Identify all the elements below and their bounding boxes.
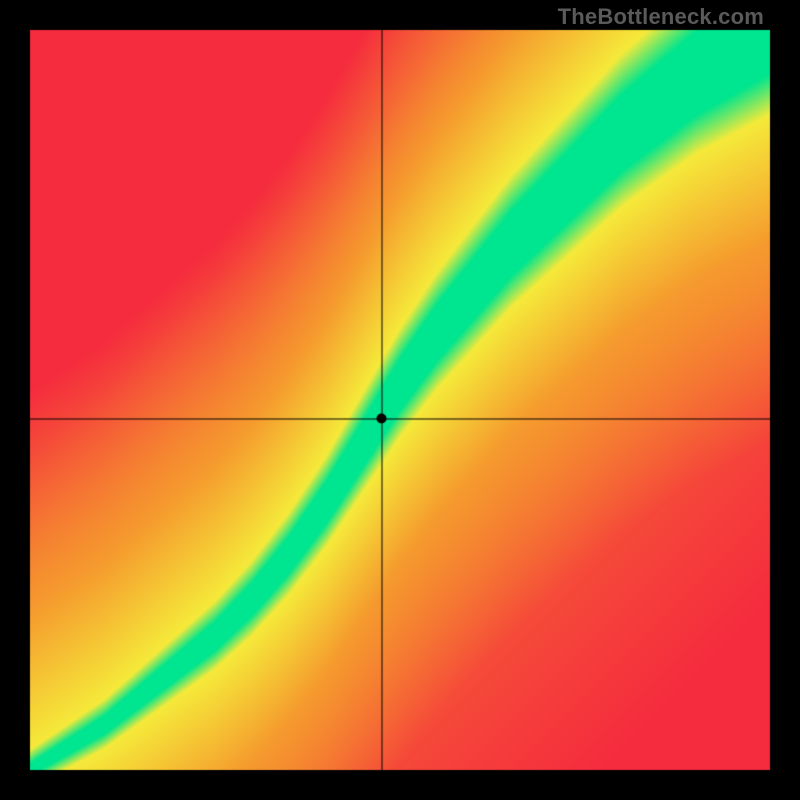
watermark-text: TheBottleneck.com	[558, 4, 764, 30]
heatmap-canvas	[0, 0, 800, 800]
chart-container: TheBottleneck.com	[0, 0, 800, 800]
